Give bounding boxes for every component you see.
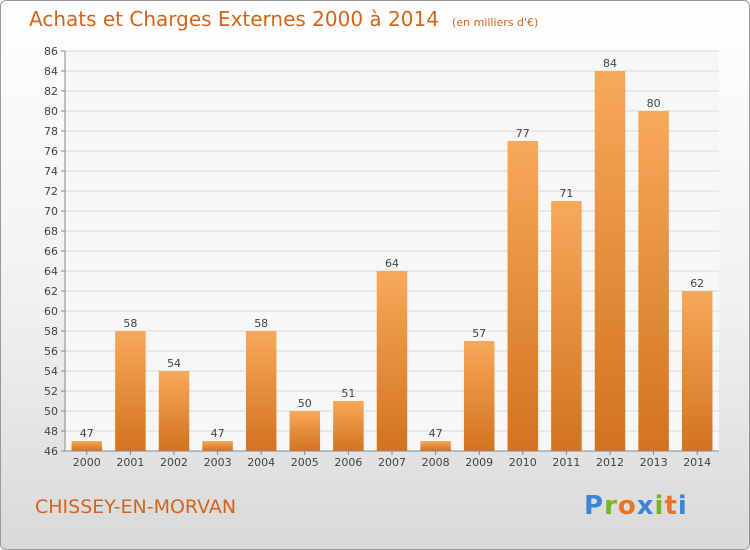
x-tick-label-2011: 2011 [552, 456, 580, 469]
bar-2001 [115, 331, 146, 451]
y-tick-label: 70 [44, 205, 58, 218]
y-tick-label: 54 [44, 365, 58, 378]
x-tick-label-2005: 2005 [291, 456, 319, 469]
data-label-2000: 47 [80, 427, 94, 440]
data-label-2004: 58 [254, 317, 268, 330]
y-tick-label: 84 [44, 65, 58, 78]
y-tick-label: 48 [44, 425, 58, 438]
data-label-2010: 77 [516, 127, 530, 140]
y-tick-label: 68 [44, 225, 58, 238]
logo-letter: i [654, 491, 665, 521]
y-tick-label: 66 [44, 245, 58, 258]
y-tick-label: 76 [44, 145, 58, 158]
y-tick-label: 64 [44, 265, 58, 278]
logo-letter: o [617, 491, 637, 521]
y-tick-label: 58 [44, 325, 58, 338]
data-label-2009: 57 [472, 327, 486, 340]
bar-2014 [681, 291, 713, 451]
x-tick-label-2000: 2000 [73, 456, 101, 469]
y-tick-label: 78 [44, 125, 58, 138]
y-tick-label: 80 [44, 105, 58, 118]
x-tick-label-2014: 2014 [683, 456, 711, 469]
x-tick-label-2006: 2006 [334, 456, 362, 469]
bar-2008 [420, 441, 451, 451]
bar-2006 [333, 401, 364, 451]
proxiti-logo[interactable]: Proxiti [584, 491, 688, 521]
bar-2012 [594, 71, 626, 451]
chart-title: Achats et Charges Externes 2000 à 2014 [29, 7, 439, 31]
y-tick-label: 52 [44, 385, 58, 398]
commune-name: CHISSEY-EN-MORVAN [35, 496, 237, 518]
x-tick-label-2001: 2001 [116, 456, 144, 469]
y-tick-label: 82 [44, 85, 58, 98]
x-tick-label-2008: 2008 [422, 456, 450, 469]
x-tick-label-2004: 2004 [247, 456, 275, 469]
logo-letter: t [664, 491, 678, 521]
data-label-2002: 54 [167, 357, 181, 370]
bar-2002 [158, 371, 190, 451]
bar-2010 [507, 141, 539, 451]
x-tick-label-2002: 2002 [160, 456, 188, 469]
bar-2003 [202, 441, 233, 451]
data-label-2007: 64 [385, 257, 399, 270]
data-label-2014: 62 [690, 277, 704, 290]
y-tick-label: 74 [44, 165, 58, 178]
y-tick-label: 72 [44, 185, 58, 198]
data-label-2003: 47 [211, 427, 225, 440]
bar-2004 [245, 331, 277, 451]
y-tick-label: 86 [44, 45, 58, 58]
logo-letter: r [604, 491, 618, 521]
axes: 46 48 50 52 54 56 58 60 62 64 66 68 70 72 74 76 78 80 82 84… [44, 45, 719, 469]
x-tick-label-2012: 2012 [596, 456, 624, 469]
bar-2013 [638, 111, 669, 451]
y-tick-label: 56 [44, 345, 58, 358]
y-tick-label: 60 [44, 305, 58, 318]
x-tick-label-2007: 2007 [378, 456, 406, 469]
x-tick-label-2010: 2010 [509, 456, 537, 469]
chart-header: Achats et Charges Externes 2000 à 2014 (… [29, 7, 538, 31]
y-tick-label: 46 [44, 445, 58, 458]
logo-letter: P [584, 491, 605, 521]
x-tick-label-2003: 2003 [204, 456, 232, 469]
data-label-2008: 47 [429, 427, 443, 440]
data-label-2006: 51 [341, 387, 355, 400]
bar-2009 [463, 341, 495, 451]
bar-2007 [376, 271, 408, 451]
bar-2000 [71, 441, 103, 451]
x-tick-label-2013: 2013 [640, 456, 668, 469]
bars: 47 58 54 47 58 50 51 64 47 57 77 71 84 80 62 [71, 57, 713, 451]
chart-subtitle: (en milliers d'€) [452, 16, 539, 29]
data-label-2011: 71 [559, 187, 573, 200]
x-tick-label-2009: 2009 [465, 456, 493, 469]
data-label-2012: 84 [603, 57, 617, 70]
y-tick-label: 50 [44, 405, 58, 418]
bar-2011 [551, 201, 582, 451]
data-label-2013: 80 [647, 97, 661, 110]
data-label-2005: 50 [298, 397, 312, 410]
bar-2005 [289, 411, 321, 451]
logo-letter: x [636, 491, 655, 521]
logo-letter: i [677, 491, 688, 521]
data-label-2001: 58 [123, 317, 137, 330]
y-tick-label: 62 [44, 285, 58, 298]
